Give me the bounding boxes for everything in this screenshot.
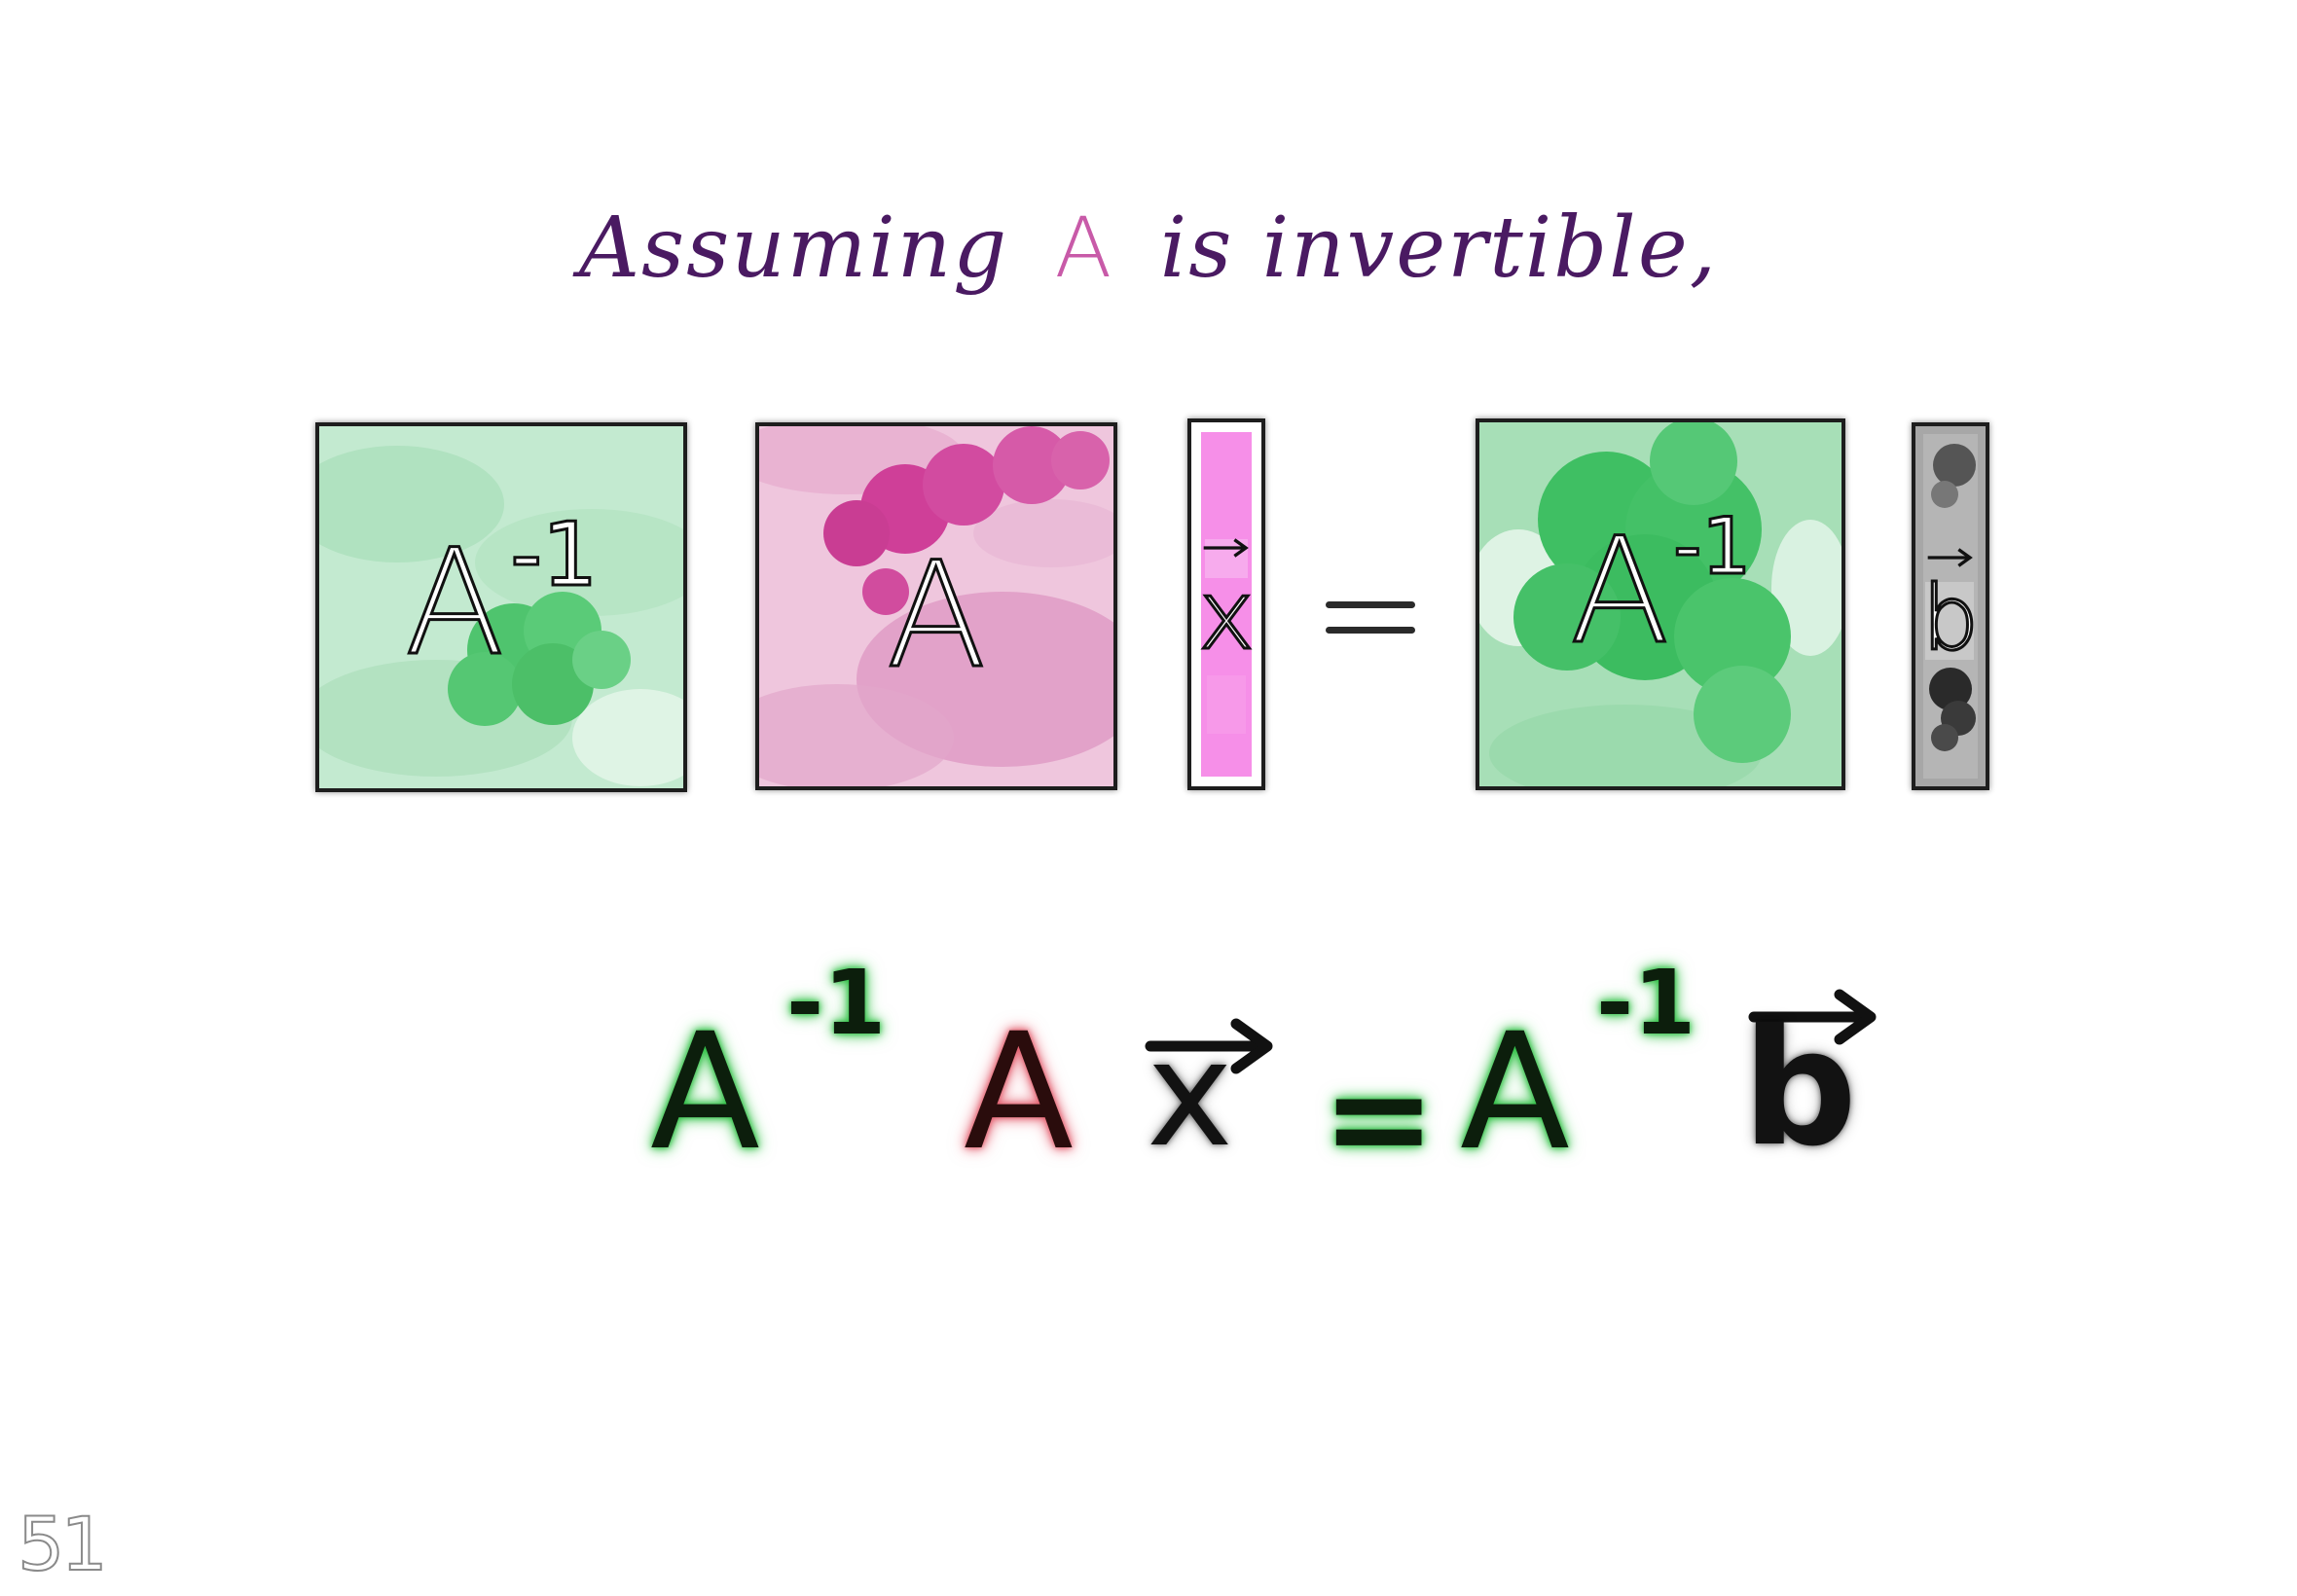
equation-equals-sign: = xyxy=(1322,1039,1437,1198)
page-number: 51 xyxy=(17,1500,109,1588)
green-texture xyxy=(1479,422,1841,786)
slide-title: Assuming A is invertible, xyxy=(0,200,2297,297)
inverse-matrix-block-right: A-1 xyxy=(1476,418,1845,790)
title-prefix: Assuming xyxy=(578,200,1009,297)
vector-b-block: b xyxy=(1912,422,1989,790)
equation-vector-b: b xyxy=(1742,995,1858,1181)
title-matrix-name: A xyxy=(1054,200,1114,297)
matrix-a-block: A xyxy=(755,422,1117,790)
vector-b-label: b xyxy=(1920,566,1980,671)
matrix-a-label: A xyxy=(885,531,988,701)
green-texture xyxy=(319,426,683,788)
inverse-label-right: A xyxy=(1568,507,1671,676)
pink-texture xyxy=(759,426,1113,786)
equation-b-arrow-icon xyxy=(1748,989,1877,1045)
equation-x-arrow-icon xyxy=(1145,1018,1273,1074)
equation-inverse-a-left: A xyxy=(650,998,760,1185)
vector-b-arrow-icon xyxy=(1927,548,1973,567)
equals-sign-diagram xyxy=(1326,594,1415,642)
inverse-exponent-right: -1 xyxy=(1672,501,1753,592)
vector-x-arrow-icon xyxy=(1203,538,1249,558)
inverse-exponent-left: -1 xyxy=(509,504,600,606)
equation-matrix-a: A xyxy=(964,998,1074,1185)
magenta-texture xyxy=(1191,422,1261,786)
equation-inverse-a-right: A xyxy=(1460,998,1570,1185)
vector-x-block: x xyxy=(1187,418,1265,790)
inverse-matrix-block-left: A-1 xyxy=(315,422,687,792)
title-suffix: is invertible, xyxy=(1159,200,1719,297)
gray-texture xyxy=(1915,426,1986,786)
equation-vector-x: x xyxy=(1147,1010,1233,1179)
equation-inverse-exponent-left: -1 xyxy=(786,951,887,1055)
inverse-label-left: A xyxy=(403,519,506,688)
vector-x-label: x xyxy=(1197,561,1257,671)
equation-inverse-exponent-right: -1 xyxy=(1596,951,1696,1055)
